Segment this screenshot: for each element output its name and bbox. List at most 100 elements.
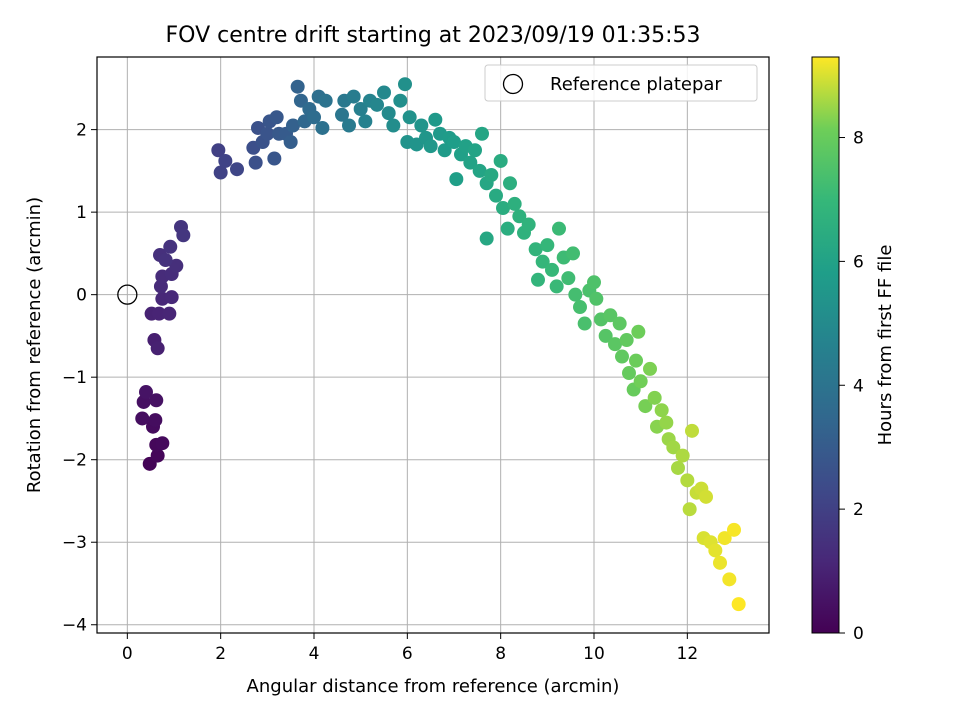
data-point xyxy=(717,531,732,546)
data-point xyxy=(218,153,233,168)
data-point xyxy=(449,172,464,187)
y-axis-ticks: −4 −3 −2 −1 0 1 2 xyxy=(62,121,97,636)
data-point xyxy=(699,489,713,504)
data-point xyxy=(213,165,228,180)
data-point xyxy=(521,217,536,232)
data-point xyxy=(503,176,517,191)
data-point xyxy=(589,291,604,306)
colorbar-tick-label: 4 xyxy=(853,376,864,396)
data-point xyxy=(540,238,555,253)
data-point xyxy=(318,93,333,108)
data-point xyxy=(135,411,150,426)
x-tick-label: 2 xyxy=(215,644,226,664)
data-point xyxy=(722,572,737,587)
data-point xyxy=(377,85,391,100)
x-tick-label: 4 xyxy=(309,644,320,664)
data-point xyxy=(666,440,681,455)
data-point xyxy=(577,316,592,331)
data-points xyxy=(135,77,746,612)
data-point xyxy=(176,228,191,243)
data-point xyxy=(230,162,244,177)
data-point xyxy=(675,448,690,463)
data-point xyxy=(535,254,550,269)
data-point xyxy=(685,423,699,438)
data-point xyxy=(629,353,643,368)
data-point xyxy=(358,114,373,129)
data-point xyxy=(150,341,165,356)
data-point xyxy=(260,126,275,141)
data-point xyxy=(437,143,452,158)
data-point xyxy=(267,151,282,166)
data-point xyxy=(211,143,226,158)
data-point xyxy=(269,110,284,125)
y-tick-label: 2 xyxy=(76,121,87,141)
colorbar: 0 2 4 6 8 Hours from first FF file xyxy=(811,56,896,644)
data-point xyxy=(568,287,583,302)
data-point xyxy=(162,306,177,321)
data-point xyxy=(549,279,564,294)
data-point xyxy=(152,306,167,321)
x-axis-ticks: 0 2 4 6 8 10 12 xyxy=(122,633,698,664)
y-tick-label: 1 xyxy=(76,203,87,223)
data-point xyxy=(545,262,559,277)
data-point xyxy=(612,316,627,331)
data-point xyxy=(148,413,163,428)
data-point xyxy=(622,366,636,381)
data-point xyxy=(150,448,165,463)
colorbar-ticks: 0 2 4 6 8 xyxy=(839,129,864,644)
data-point xyxy=(603,308,618,323)
colorbar-tick-label: 6 xyxy=(853,252,864,272)
data-point xyxy=(531,272,545,287)
x-axis-label: Angular distance from reference (arcmin) xyxy=(247,676,620,697)
data-point xyxy=(468,143,482,158)
data-point xyxy=(500,221,515,236)
data-point xyxy=(608,337,622,352)
data-point xyxy=(475,126,489,141)
data-point xyxy=(248,155,263,170)
data-point xyxy=(680,473,695,488)
data-point xyxy=(414,118,429,133)
data-point xyxy=(528,242,543,257)
data-point xyxy=(315,120,330,135)
y-tick-label: −1 xyxy=(62,368,87,388)
data-point xyxy=(386,118,401,133)
colorbar-tick-label: 0 xyxy=(853,624,864,644)
data-point xyxy=(587,275,601,290)
data-point xyxy=(619,333,634,348)
data-point xyxy=(398,77,412,92)
data-point xyxy=(731,597,746,612)
data-point xyxy=(708,543,723,558)
reference-platepar-marker xyxy=(117,284,138,305)
x-tick-label: 10 xyxy=(583,644,605,664)
data-point xyxy=(561,271,576,286)
data-point xyxy=(335,107,349,122)
data-point xyxy=(638,399,653,414)
data-point xyxy=(342,118,356,133)
y-tick-label: −4 xyxy=(62,616,87,636)
legend-reference-marker xyxy=(502,73,524,95)
data-point xyxy=(566,246,580,261)
data-point xyxy=(615,349,629,364)
data-point xyxy=(286,118,300,133)
data-point xyxy=(402,110,417,125)
data-point xyxy=(484,168,499,183)
data-point xyxy=(381,106,396,121)
data-point xyxy=(631,324,646,339)
data-point xyxy=(671,460,685,475)
legend-box xyxy=(484,64,758,102)
data-point xyxy=(713,555,727,570)
data-point xyxy=(633,374,648,389)
data-point xyxy=(472,163,487,178)
y-axis-label: Rotation from reference (arcmin) xyxy=(24,197,45,493)
data-point xyxy=(169,258,184,273)
data-point xyxy=(353,101,368,116)
colorbar-tick-label: 2 xyxy=(853,500,864,520)
data-point xyxy=(598,328,613,343)
data-point xyxy=(149,393,164,408)
data-point xyxy=(423,139,438,154)
x-tick-label: 12 xyxy=(677,644,699,664)
colorbar-gradient xyxy=(811,56,840,634)
data-point xyxy=(370,97,384,112)
legend: Reference platepar xyxy=(484,64,758,102)
data-point xyxy=(283,134,298,149)
